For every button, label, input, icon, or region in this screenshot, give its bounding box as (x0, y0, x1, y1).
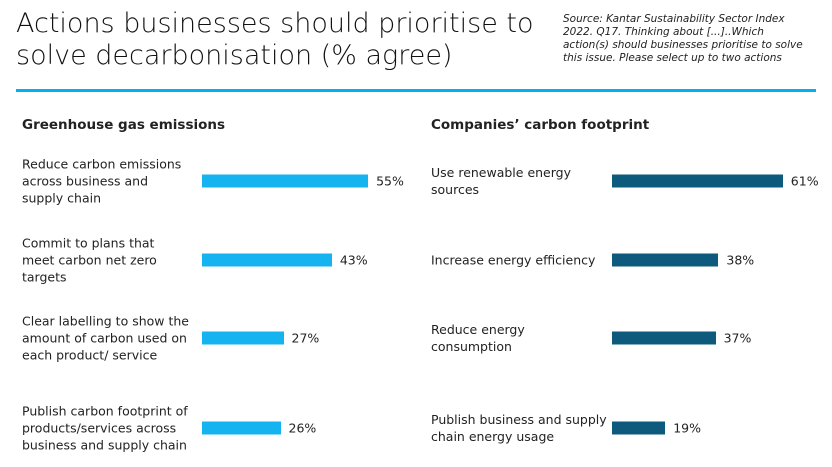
bar (612, 253, 719, 267)
title: Actions businesses should prioritise to … (16, 8, 534, 71)
bar (612, 421, 666, 435)
category-label: Increase energy efficiency (431, 252, 596, 268)
value-label: 37% (723, 330, 752, 346)
category-label: Reduce carbon emissions across business … (22, 156, 182, 206)
category-label: Commit to plans that meet carbon net zer… (22, 235, 157, 285)
panel-title: Companies’ carbon footprint (431, 117, 650, 133)
bar (202, 421, 281, 435)
panel-title: Greenhouse gas emissions (22, 117, 226, 133)
value-label: 27% (291, 330, 320, 346)
value-label: 61% (790, 173, 819, 189)
value-label: 38% (726, 252, 755, 268)
category-label: Publish business and supply chain energy… (431, 412, 607, 444)
divider (16, 89, 816, 92)
category-label: Reduce energy consumption (431, 322, 525, 354)
bar (612, 331, 716, 345)
value-label: 19% (673, 420, 701, 436)
category-label: Clear labelling to show the amount of ca… (22, 313, 189, 363)
bar (612, 174, 783, 188)
bar (202, 253, 332, 267)
source-note: Source: Kantar Sustainability Sector Ind… (563, 13, 803, 64)
bar (202, 174, 369, 188)
category-label: Use renewable energy sources (431, 165, 572, 197)
bar (202, 331, 284, 345)
value-label: 55% (376, 173, 404, 189)
value-label: 26% (288, 420, 317, 436)
value-label: 43% (339, 252, 368, 268)
category-label: Publish carbon footprint of products/ser… (22, 403, 188, 453)
